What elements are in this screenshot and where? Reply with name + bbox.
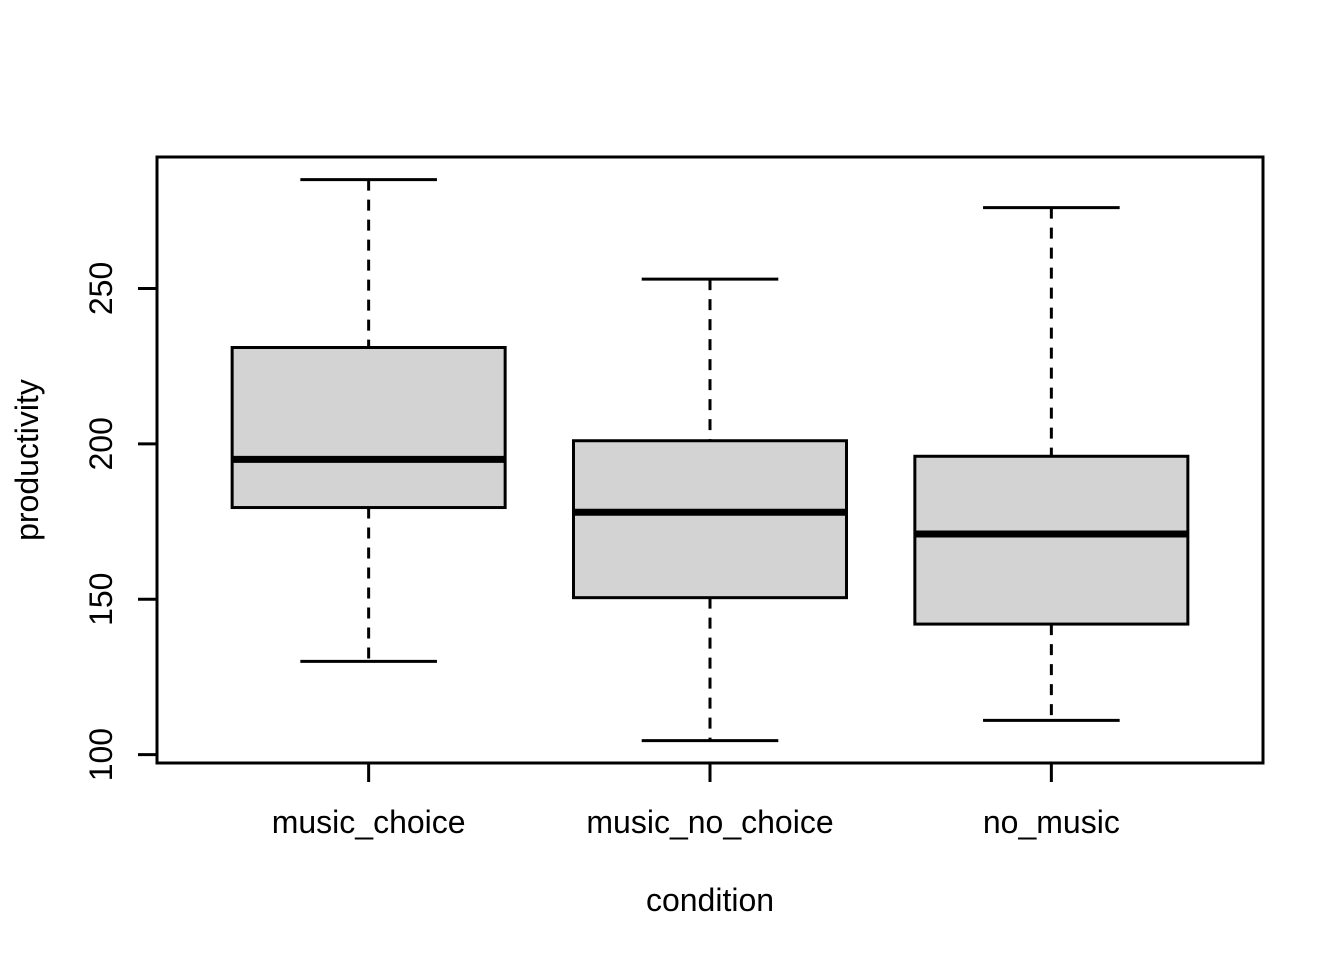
x-axis-category-label-no_music: no_music [983, 804, 1120, 840]
x-axis-category-label-music_no_choice: music_no_choice [586, 804, 833, 840]
x-axis-category-label-music_choice: music_choice [272, 804, 466, 840]
y-axis-tick-label: 200 [83, 417, 119, 470]
iqr-box-music_no_choice [572, 439, 848, 600]
y-axis-tick-label: 100 [83, 728, 119, 781]
y-axis-title: productivity [9, 379, 45, 541]
iqr-box-no_music [913, 454, 1190, 626]
x-axis-title: condition [645, 882, 775, 918]
y-axis-tick-label: 250 [83, 262, 119, 315]
iqr-box-music_choice [230, 346, 507, 510]
y-axis-tick-label: 150 [83, 573, 119, 626]
